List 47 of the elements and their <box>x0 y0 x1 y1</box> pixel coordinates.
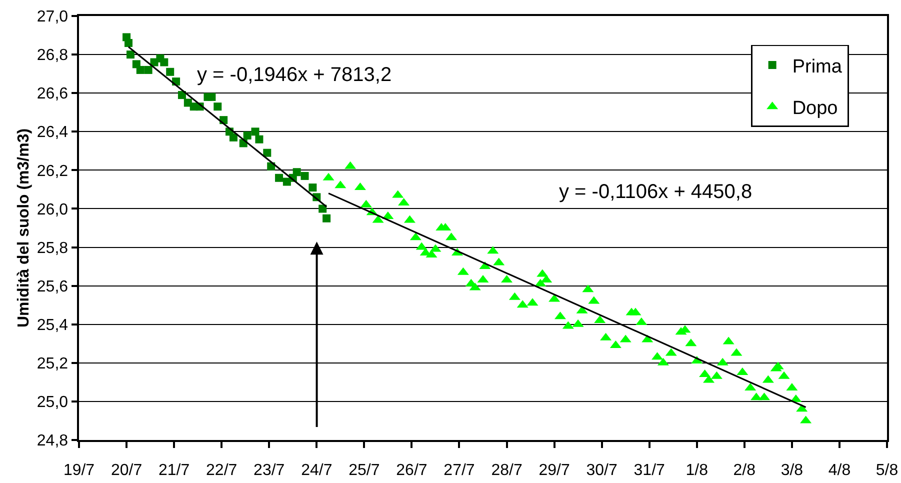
x-tick-label: 27/7 <box>444 462 475 479</box>
x-tick-label: 30/7 <box>586 462 618 479</box>
x-tick-label: 3/8 <box>780 462 804 479</box>
x-tick-label: 4/8 <box>828 462 851 479</box>
y-tick-label: 25,6 <box>36 278 68 296</box>
point <box>251 128 260 136</box>
point <box>318 204 327 213</box>
point <box>214 102 222 111</box>
annotation: y = -0,1946x + 7813,2 <box>197 64 392 86</box>
x-tick-label: 24/7 <box>301 462 332 479</box>
x-tick-label: 20/7 <box>110 462 142 479</box>
point <box>136 66 144 74</box>
y-tick-label: 25,2 <box>36 356 68 373</box>
x-tick-label: 28/7 <box>491 462 522 479</box>
annotation: y = -0,1106x + 4450,8 <box>559 181 752 203</box>
y-tick-label: 24,8 <box>36 432 68 450</box>
y-tick-label: 25,8 <box>36 240 68 257</box>
y-tick-label: 26,6 <box>36 86 68 103</box>
y-tick-label: 26,8 <box>36 47 68 64</box>
point <box>300 172 309 180</box>
y-tick-label: 25,0 <box>36 394 68 412</box>
point <box>322 214 331 222</box>
x-tick-label: 1/8 <box>686 462 708 479</box>
point <box>160 58 168 66</box>
x-tick-label: 26/7 <box>396 462 428 479</box>
point <box>292 168 301 176</box>
x-tick-label: 31/7 <box>634 462 666 479</box>
point <box>263 148 272 157</box>
y-axis-title: Umidità del suolo (m3/m3) <box>15 128 32 328</box>
point <box>208 92 216 101</box>
point <box>166 68 174 76</box>
x-tick-label: 22/7 <box>206 462 238 479</box>
y-tick-label: 26,0 <box>36 201 68 218</box>
y-tick-label: 27,0 <box>36 8 68 26</box>
point <box>275 174 284 182</box>
x-tick-label: 23/7 <box>254 462 285 479</box>
x-tick-label: 21/7 <box>158 462 190 479</box>
x-tick-label: 25/7 <box>348 462 380 479</box>
y-tick-label: 26,4 <box>36 124 68 142</box>
y-tick-label: 26,2 <box>36 162 68 180</box>
x-tick-label: 29/7 <box>538 462 570 479</box>
y-tick-label: 25,4 <box>36 316 68 334</box>
x-tick-label: 19/7 <box>63 462 95 479</box>
legend-label: Prima <box>792 56 842 78</box>
legend-label: Dopo <box>792 98 838 120</box>
x-tick-label: 5/8 <box>876 462 898 479</box>
x-tick-label: 2/8 <box>733 462 756 479</box>
